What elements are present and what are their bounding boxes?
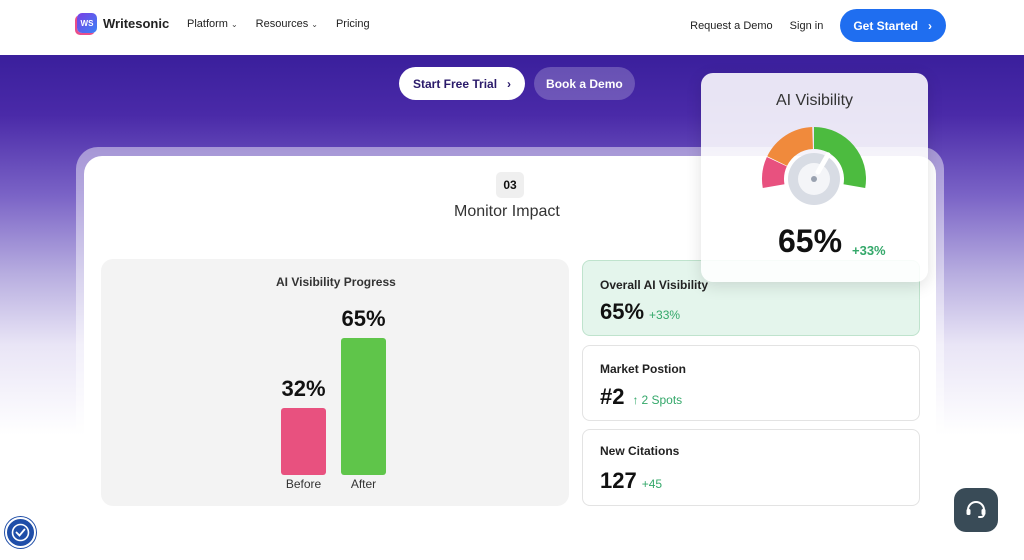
start-free-trial-label: Start Free Trial [413,76,498,91]
gauge-delta: +33% [852,243,886,258]
get-started-label: Get Started [853,18,918,33]
top-nav: WS Writesonic Platform ⌄ Resources ⌄ Pri… [0,0,1024,55]
bar-after [341,338,386,475]
metric-label: Overall AI Visibility [600,278,709,292]
brand-logo[interactable]: WS Writesonic [77,13,169,33]
metric-card-new-citations: New Citations 127 +45 [582,429,920,506]
ai-visibility-gauge-card: AI Visibility 65% +33% [701,73,928,282]
logo-mark-icon: WS [77,13,97,33]
start-free-trial-button[interactable]: Start Free Trial › [399,67,526,100]
metric-value: 65% [600,299,645,324]
nav-resources[interactable]: Resources ⌄ [256,18,318,30]
cta-group: Start Free Trial › Book a Demo [399,67,635,100]
metric-label: Market Postion [600,362,687,376]
metric-card-market-position: Market Postion #2 ↑ 2 Spots [582,345,920,421]
sign-in-link[interactable]: Sign in [789,19,824,32]
gauge-segment-high [814,127,866,189]
step-title: Monitor Impact [454,203,560,220]
gauge-needle-pivot [811,176,817,182]
bar-category-label: After [350,477,377,491]
chevron-down-icon: ⌄ [230,19,238,29]
metric-delta: +45 [641,477,663,491]
get-started-button[interactable]: Get Started › [840,9,946,42]
book-demo-button[interactable]: Book a Demo [534,67,635,100]
nav-actions: Request a Demo Sign in Get Started › [690,9,946,42]
brand-name: Writesonic [103,15,170,31]
nav-links: Platform ⌄ Resources ⌄ Pricing [187,18,370,30]
request-demo-link[interactable]: Request a Demo [690,19,773,32]
gauge-title: AI Visibility [775,92,854,109]
metric-value: #2 [600,384,625,409]
nav-pricing[interactable]: Pricing [336,18,370,30]
accessibility-icon[interactable] [5,517,36,548]
bar-category-label: Before [285,477,322,491]
nav-pricing-label: Pricing [335,18,370,30]
gauge-value: 65% [778,223,843,259]
bar-before [281,407,326,475]
metric-value: 127 [600,468,637,493]
progress-chart-title: AI Visibility Progress [276,275,396,289]
nav-platform-label: Platform [187,18,228,30]
metric-value-row: #2 ↑ 2 Spots [600,384,682,410]
nav-platform[interactable]: Platform ⌄ [187,18,238,30]
chevron-right-icon: › [507,76,512,91]
bar-value-label: 32% [281,375,326,401]
gauge-segment-mid [767,127,813,166]
metric-delta: 2 Spots [641,393,683,407]
book-demo-label: Book a Demo [546,76,623,91]
chat-icon[interactable] [954,488,998,532]
bar-value-label: 65% [341,306,386,331]
arrow-up-icon: ↑ [632,393,639,407]
step-number-badge: 03 [496,172,524,198]
chevron-right-icon: › [928,18,932,33]
metric-value-row: 127 +45 [600,468,662,494]
gauge-needle [815,152,831,175]
progress-chart-panel [101,259,569,506]
nav-resources-label: Resources [255,18,309,30]
metric-value-row: 65% +33% [600,299,680,325]
gauge-segment-low [762,157,787,189]
gauge-meter-icon [762,127,866,205]
metric-delta: +33% [649,308,681,322]
metric-label: New Citations [600,444,680,458]
chevron-down-icon: ⌄ [311,19,318,29]
